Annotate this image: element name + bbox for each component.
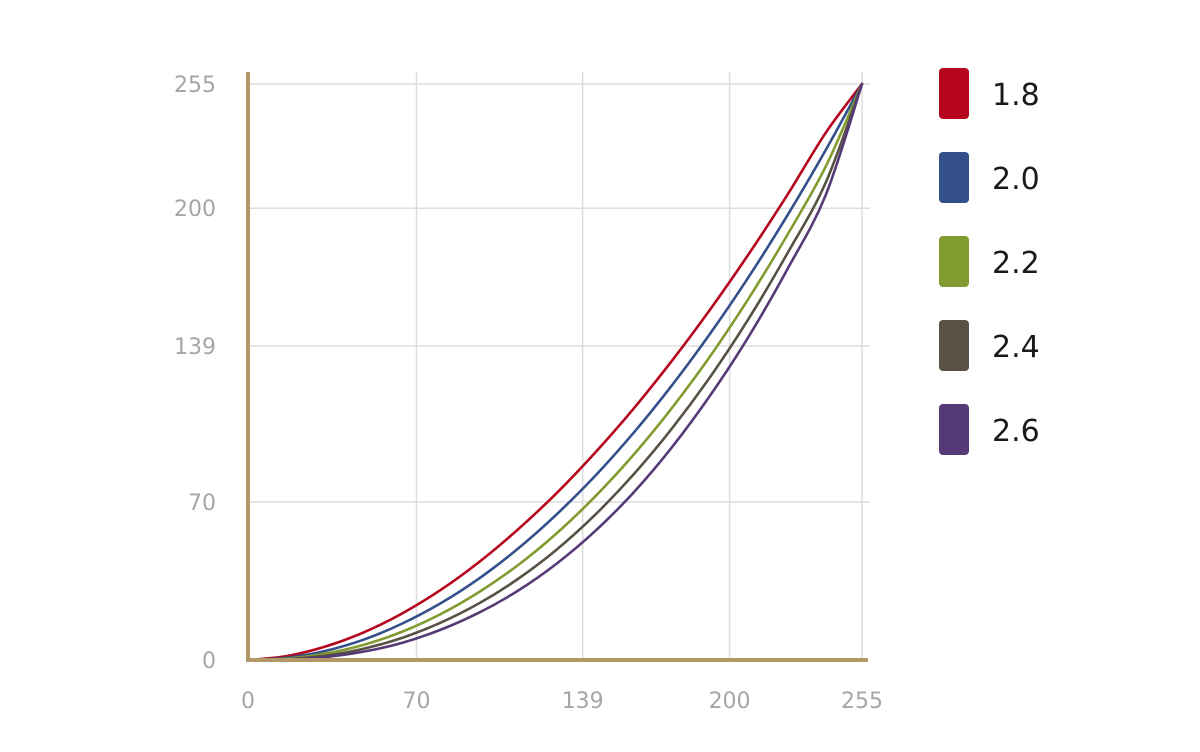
series-lines (246, 82, 864, 662)
legend-item: 1.8 (939, 68, 1040, 119)
series-line-2-2 (246, 82, 864, 662)
x-tick-label: 200 (709, 689, 751, 714)
legend-label: 2.2 (992, 246, 1040, 281)
legend-swatch (939, 320, 969, 371)
legend-label: 2.6 (992, 414, 1040, 449)
legend-label: 1.8 (992, 78, 1040, 113)
y-tick-label: 200 (174, 197, 216, 222)
x-tick-label: 139 (562, 689, 604, 714)
legend-label: 2.0 (992, 162, 1040, 197)
y-tick-labels: 0 70 139 200 255 (174, 73, 216, 674)
legend-item: 2.0 (939, 152, 1040, 203)
legend-swatch (939, 152, 969, 203)
legend-label: 2.4 (992, 330, 1040, 365)
y-tick-label: 70 (188, 491, 216, 516)
x-tick-labels: 0 70 139 200 255 (241, 689, 883, 714)
y-tick-label: 0 (202, 649, 216, 674)
y-tick-label: 255 (174, 73, 216, 98)
x-tick-label: 255 (841, 689, 883, 714)
grid (248, 72, 870, 660)
legend: 1.8 2.0 2.2 2.4 2.6 (939, 68, 1040, 455)
legend-swatch (939, 68, 969, 119)
legend-item: 2.2 (939, 236, 1040, 287)
legend-swatch (939, 404, 969, 455)
legend-item: 2.6 (939, 404, 1040, 455)
series-line-2-4 (246, 82, 864, 662)
series-line-2-0 (246, 82, 864, 662)
x-tick-label: 0 (241, 689, 255, 714)
legend-swatch (939, 236, 969, 287)
series-line-2-6 (246, 82, 864, 662)
series-line-1-8 (246, 82, 864, 662)
x-tick-label: 70 (403, 689, 431, 714)
y-tick-label: 139 (174, 335, 216, 360)
axes (246, 72, 868, 662)
legend-item: 2.4 (939, 320, 1040, 371)
